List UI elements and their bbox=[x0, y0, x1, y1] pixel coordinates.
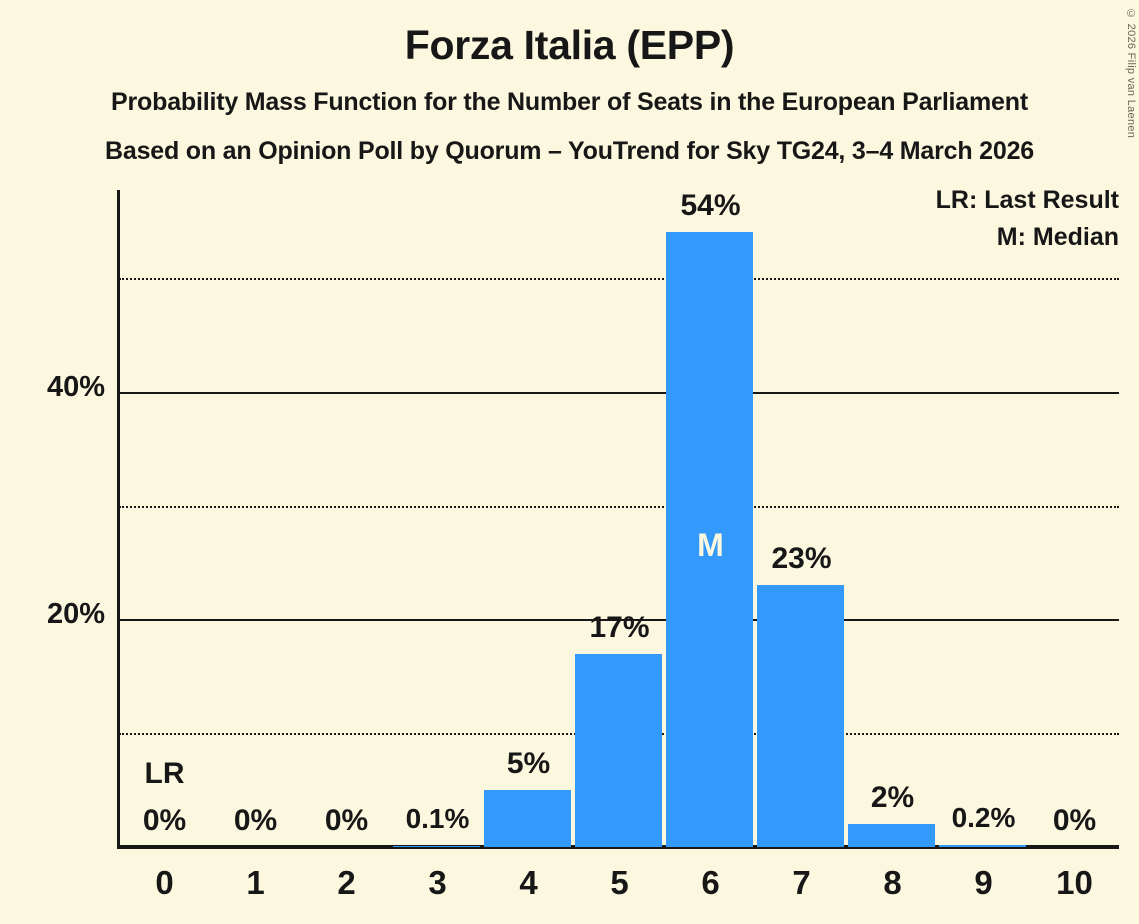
legend-item-last-result: LR: Last Result bbox=[935, 186, 1119, 214]
chart-subtitle: Probability Mass Function for the Number… bbox=[111, 88, 1028, 116]
y-tick-label-40: 40% bbox=[46, 370, 105, 403]
x-tick-label-0: 0 bbox=[155, 864, 174, 901]
bar-value-label-seat-10: 0% bbox=[1052, 804, 1097, 837]
chart-header: Forza Italia (EPP) Probability Mass Func… bbox=[0, 0, 1139, 178]
gridline-20 bbox=[119, 619, 1119, 622]
gridline-40 bbox=[119, 391, 1119, 394]
bar-seat-4[interactable] bbox=[484, 790, 571, 847]
bar-seat-5[interactable] bbox=[575, 653, 662, 847]
bar-value-label-seat-7: 23% bbox=[771, 542, 832, 576]
chart-legend: LR: Last Result M: Median bbox=[936, 182, 1119, 256]
bar-value-label-seat-2: 0% bbox=[324, 804, 369, 837]
bar-value-label-seat-6: 54% bbox=[680, 189, 741, 223]
last-result-marker: LR bbox=[144, 757, 185, 790]
bar-value-label-seat-1: 0% bbox=[233, 804, 278, 837]
bar-seat-7[interactable] bbox=[757, 585, 844, 847]
copyright-notice: © 2026 Filip van Laenen bbox=[1125, 8, 1137, 139]
bar-value-label-seat-9: 0.2% bbox=[951, 801, 1016, 833]
bar-seat-9[interactable] bbox=[939, 844, 1026, 847]
x-tick-label-7: 7 bbox=[792, 864, 811, 901]
bar-value-label-seat-4: 5% bbox=[506, 747, 551, 781]
legend-item-median: M: Median bbox=[996, 223, 1119, 251]
x-tick-label-1: 1 bbox=[246, 864, 265, 901]
x-tick-label-3: 3 bbox=[428, 864, 447, 901]
bar-seat-3[interactable] bbox=[393, 845, 480, 847]
x-tick-label-6: 6 bbox=[701, 864, 720, 901]
y-tick-label-20: 20% bbox=[46, 598, 105, 631]
gridline-30 bbox=[119, 505, 1119, 508]
page-title: Forza Italia (EPP) bbox=[404, 22, 735, 68]
x-tick-label-2: 2 bbox=[337, 864, 356, 901]
bar-value-label-seat-3: 0.1% bbox=[405, 802, 470, 834]
bar-value-label-seat-0: 0% bbox=[142, 804, 187, 837]
x-tick-label-10: 10 bbox=[1056, 864, 1093, 901]
x-tick-label-9: 9 bbox=[974, 864, 993, 901]
x-tick-label-8: 8 bbox=[883, 864, 902, 901]
x-tick-label-5: 5 bbox=[610, 864, 629, 901]
x-axis-line bbox=[117, 845, 1119, 849]
chart-source-line: Based on an Opinion Poll by Quorum – You… bbox=[105, 137, 1034, 165]
bar-value-label-seat-5: 17% bbox=[589, 610, 650, 644]
y-axis-line bbox=[117, 190, 120, 849]
x-tick-label-4: 4 bbox=[519, 864, 538, 901]
gridline-50 bbox=[119, 278, 1119, 280]
bar-seat-6[interactable] bbox=[666, 232, 753, 847]
bar-value-label-seat-8: 2% bbox=[870, 781, 915, 815]
bar-seat-8[interactable] bbox=[848, 824, 935, 847]
median-marker: M bbox=[697, 527, 724, 563]
